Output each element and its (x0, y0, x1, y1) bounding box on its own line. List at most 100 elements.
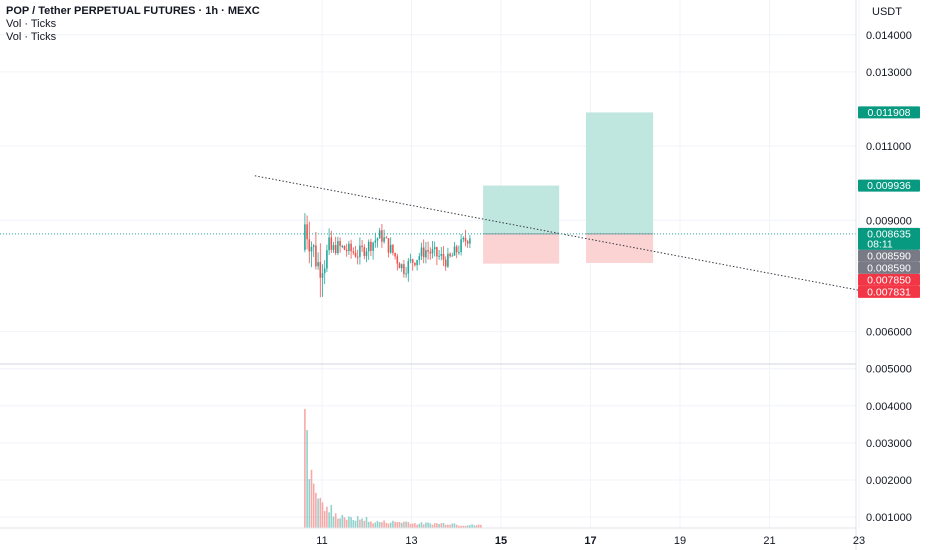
volume-bar (326, 506, 328, 528)
volume-bar (365, 516, 368, 528)
volume-bar (425, 522, 427, 528)
position-zones[interactable] (483, 112, 654, 264)
volume-bar (356, 516, 359, 528)
candle-body (321, 273, 324, 278)
volume-bar (427, 522, 429, 528)
price-tag-text: 0.007850 (867, 274, 911, 286)
candle-body (455, 246, 458, 253)
volume-bar (420, 522, 423, 528)
volume-bar (315, 492, 317, 528)
volume-bar (464, 525, 467, 528)
volume-bar (319, 497, 322, 528)
loss-zone (483, 233, 560, 264)
volume-bars (304, 408, 482, 528)
currency-label[interactable]: USDT (872, 6, 902, 18)
price-tag-text: 0.008590 (867, 250, 911, 262)
candle-body (414, 262, 416, 266)
volume-bar (400, 522, 403, 528)
price-tick-label: 0.003000 (866, 438, 912, 450)
candle-body (308, 239, 311, 252)
price-tick-label: 0.009000 (866, 215, 912, 227)
candle-body (411, 259, 414, 263)
volume-bar (396, 522, 399, 528)
volume-bar (444, 524, 447, 528)
price-tag-text: 0.011908 (867, 107, 910, 119)
volume-bar (367, 521, 370, 528)
candle-body (381, 230, 383, 242)
candle-body (317, 262, 319, 267)
volume-indicator-label[interactable]: Vol · Ticks (6, 31, 57, 43)
candle-body (449, 253, 451, 257)
time-tick-label: 17 (584, 535, 596, 547)
volume-bar (312, 483, 315, 528)
axes: 0.014000 0.013000 0.011000 0.009000 0.006000… (0, 0, 912, 550)
volume-indicator-label[interactable]: Vol · Ticks (6, 18, 57, 30)
price-tag-text: 0.008635 (867, 228, 911, 240)
volume-bar (418, 523, 421, 528)
candle-body (361, 245, 363, 248)
price-tag (858, 249, 920, 262)
volume-bar (440, 523, 443, 528)
volume-bar (389, 522, 392, 528)
price-tags: 0.0119080.0099360.00863508:110.0085900.0… (858, 106, 920, 298)
candle-body (343, 246, 346, 250)
volume-bar (473, 525, 476, 528)
volume-bar (387, 523, 390, 528)
chart-legend: POP / Tether PERPETUAL FUTURES · 1h · ME… (6, 5, 260, 44)
candle-body (332, 245, 335, 250)
candle-body (420, 247, 423, 257)
candle-body (451, 255, 454, 257)
candle-body (350, 243, 352, 252)
volume-bar (411, 523, 414, 528)
candle-body (407, 260, 410, 274)
volume-bar (361, 518, 363, 528)
volume-bar (436, 523, 438, 528)
candle-body (409, 259, 412, 261)
volume-bar (328, 512, 330, 528)
time-tick-label: 21 (763, 535, 775, 547)
volume-bar (376, 520, 379, 528)
candle-body (341, 246, 344, 248)
candle-body (334, 245, 337, 254)
candle-body (374, 240, 377, 243)
candle-body (352, 251, 355, 253)
price-tick-label: 0.014000 (866, 30, 912, 42)
volume-bar (334, 513, 337, 528)
price-tag (858, 179, 920, 192)
volume-bar (477, 524, 480, 528)
volume-bar (378, 522, 381, 528)
volume-bar (458, 525, 460, 528)
volume-bar (407, 521, 410, 528)
candle-body (436, 247, 438, 257)
candle-body (433, 247, 436, 250)
volume-bar (398, 521, 401, 528)
candle-body (367, 241, 370, 252)
candle-body (359, 245, 361, 257)
volume-bar (341, 514, 344, 528)
volume-bar (462, 525, 465, 528)
overlay-lines[interactable] (0, 175, 882, 295)
candle-body (453, 246, 456, 256)
candle-body (396, 256, 399, 264)
time-tick-label: 19 (674, 535, 686, 547)
candle-body (444, 259, 447, 267)
volume-bar (460, 525, 462, 528)
time-tick-label: 23 (853, 535, 865, 547)
candle-body (323, 268, 326, 274)
volume-bar (455, 524, 458, 528)
volume-bar (323, 511, 326, 528)
volume-bar (332, 516, 335, 528)
volume-bar (354, 520, 357, 528)
volume-bar (310, 469, 313, 528)
volume-bar (409, 523, 412, 528)
candle-body (389, 244, 392, 253)
volume-bar (449, 524, 451, 528)
candle-body (431, 249, 434, 254)
candle-body (372, 242, 374, 251)
candle-body (328, 237, 330, 251)
time-tick-label: 15 (495, 535, 507, 547)
volume-bar (370, 521, 372, 528)
volume-bar (392, 520, 394, 528)
volume-bar (304, 408, 306, 528)
